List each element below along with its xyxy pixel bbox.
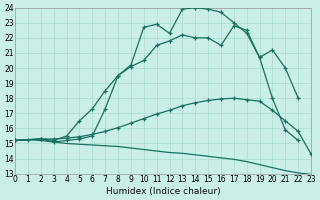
X-axis label: Humidex (Indice chaleur): Humidex (Indice chaleur)	[106, 187, 220, 196]
